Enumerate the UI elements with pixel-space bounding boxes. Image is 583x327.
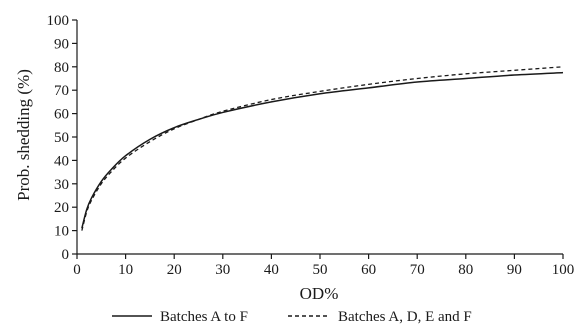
legend-label-batches-a-to-f: Batches A to F [160,309,248,325]
y-tick-label: 40 [54,153,69,169]
x-tick-label: 90 [507,262,522,278]
y-tick-label: 80 [54,60,69,76]
x-tick-label: 0 [73,262,81,278]
axes: 0 10 20 30 40 50 60 70 80 90 100 0 10 20 30 40 50 60 70 80 9… [47,13,575,278]
series-line-1 [81,71,564,229]
x-axis-title: OD% [300,284,339,303]
y-tick-label: 100 [47,13,70,29]
legend: Batches A to F Batches A, D, E and F [112,309,472,325]
x-tick-label: 70 [410,262,425,278]
y-tick-label: 30 [54,177,69,193]
x-tick-label: 40 [264,262,279,278]
legend-label-batches-a-d-e-f: Batches A, D, E and F [338,309,472,325]
x-tick-label: 100 [552,262,575,278]
y-tick-label: 10 [54,224,69,240]
x-tick-label: 60 [361,262,376,278]
y-tick-label: 20 [54,200,69,216]
y-tick-label: 60 [54,107,69,123]
x-tick-label: 20 [167,262,182,278]
y-tick-label: 90 [54,36,69,52]
y-tick-label: 0 [62,247,70,263]
x-tick-label: 10 [118,262,133,278]
series-layer [81,66,564,231]
x-tick-label: 30 [215,262,230,278]
series-line-2 [81,66,564,231]
x-tick-label: 80 [458,262,473,278]
y-tick-label: 50 [54,130,69,146]
x-tick-label: 50 [313,262,328,278]
y-tick-label: 70 [54,83,69,99]
y-axis-title: Prob. shedding (%) [14,69,33,201]
